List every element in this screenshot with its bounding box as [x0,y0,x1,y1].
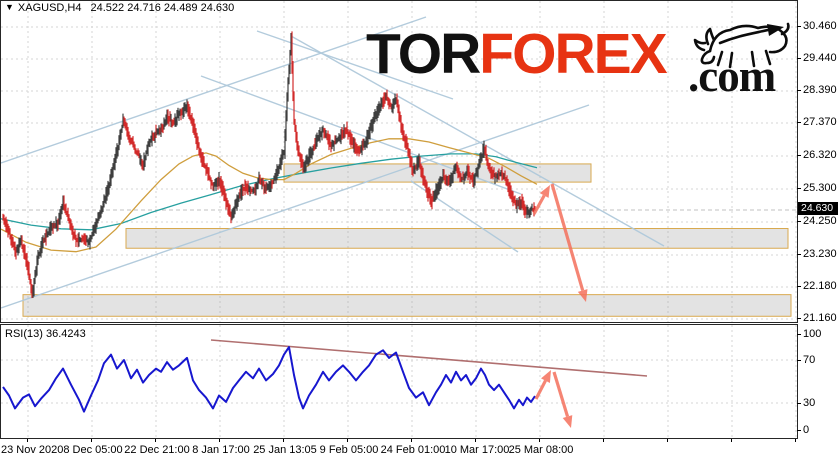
price-axis-label: 26.320 [803,149,837,161]
time-axis-label: 22 Dec 21:00 [124,444,190,456]
axis-tick [219,439,220,442]
axis-tick [797,90,801,91]
time-axis-label: 24 Feb 01:00 [380,444,446,456]
price-axis-label: 29.440 [803,52,837,64]
time-axis-label: 25 Jan 13:05 [253,444,317,456]
axis-tick [155,439,156,442]
axis-tick [795,439,796,442]
time-axis-label: 10 Mar 17:00 [444,444,510,456]
price-axis-label: 24.250 [803,215,837,227]
axis-tick [797,286,801,287]
axis-tick [797,318,801,319]
price-axis-label: 25.300 [803,182,837,194]
rsi-axis-label: 0 [803,424,810,436]
rsi-axis-label: 30 [803,397,816,409]
axis-tick [797,403,801,404]
axis-tick [475,439,476,442]
price-axis-label: 23.230 [803,248,837,260]
axis-tick [347,439,348,442]
axis-tick [797,26,801,27]
price-axis-label: 28.390 [803,84,837,96]
time-axis-label: 25 Mar 08:00 [508,444,574,456]
rsi-axis-label: 100 [803,328,822,340]
axis-tick [797,430,801,431]
chart-title: ▼ XAGUSD,H4 24.522 24.716 24.489 24.630 [5,2,234,14]
price-axis-label: 30.460 [803,20,837,32]
axis-tick [797,334,801,335]
axis-tick [797,360,801,361]
time-axis-label: 9 Feb 05:00 [319,444,379,456]
axis-tick [797,122,801,123]
rsi-indicator-label: RSI(13) 36.4243 [5,328,86,340]
price-axis-label: 22.180 [803,280,837,292]
price-chart-canvas[interactable] [1,1,797,322]
axis-tick [797,188,801,189]
axis-tick [797,58,801,59]
axis-tick [411,439,412,442]
axis-tick [283,439,284,442]
bull-logo-icon [693,22,790,69]
time-axis-label: 8 Dec 05:00 [63,444,123,456]
ohlc-values: 24.522 24.716 24.489 24.630 [90,2,235,14]
axis-tick [667,439,668,442]
axis-tick [603,439,604,442]
main-chart-panel[interactable] [0,0,798,323]
rsi-canvas[interactable] [1,325,797,438]
price-axis-label: 21.160 [803,312,837,324]
symbol-timeframe-label: XAGUSD,H4 [17,2,82,14]
axis-tick [539,439,540,442]
axis-tick [797,155,801,156]
rsi-panel[interactable] [0,324,798,439]
chevron-down-icon: ▼ [5,2,14,12]
rsi-axis-label: 70 [803,354,816,366]
current-price-tag: 24.630 [798,202,838,215]
price-axis-label: 27.370 [803,116,837,128]
axis-tick [731,439,732,442]
time-axis-label: 23 Nov 2020 [1,444,64,456]
time-axis-label: 8 Jan 17:00 [192,444,250,456]
axis-tick [27,439,28,442]
axis-tick [91,439,92,442]
axis-tick [797,221,801,222]
axis-tick [797,254,801,255]
